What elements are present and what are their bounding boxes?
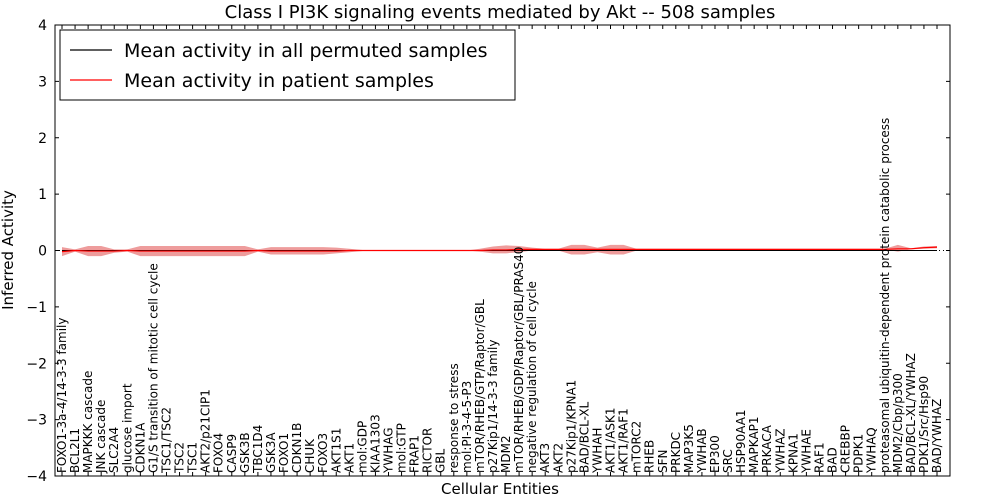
x-entity-label: p27Kip1/KPNA1: [564, 380, 578, 473]
x-entity-label: FOXO4: [212, 433, 226, 473]
x-axis-entity-labels: FOXO1-3a-4/14-3-3 family BCL2L1 MAPKKK cas…: [55, 118, 944, 474]
x-entity-label: AKT2: [551, 443, 565, 473]
x-entity-label: KPNA1: [786, 433, 800, 473]
y-tick-label: 1: [38, 187, 47, 203]
x-entity-label: mol:GDP: [355, 421, 369, 473]
x-entity-label: mol:PI-3-4-5-P3: [460, 381, 474, 473]
x-entity-label: RAF1: [812, 442, 826, 473]
x-entity-label: RICTOR: [421, 428, 435, 473]
x-entity-label: CHUK: [303, 438, 317, 473]
y-tick-label: −4: [26, 469, 47, 485]
x-entity-label: GSK3A: [264, 432, 278, 473]
x-entity-label: CDKN1B: [290, 423, 304, 473]
x-entity-label: TSC1: [186, 442, 200, 474]
x-entity-label: AKT3: [538, 443, 552, 473]
legend-label-patient: Mean activity in patient samples: [124, 70, 434, 92]
x-entity-label: glucose import: [120, 383, 134, 473]
x-entity-label: PDK1/Src/Hsp90: [917, 376, 931, 473]
x-entity-label: MAPKKK cascade: [81, 371, 95, 473]
x-entity-label: TSC1/TSC2: [159, 407, 173, 474]
patient-mean-line: [61, 246, 938, 253]
legend-box: [59, 29, 516, 101]
x-entity-label: PDPK1: [852, 434, 866, 473]
x-entity-label: AKT2/p21CIP1: [199, 389, 213, 473]
x-entity-label: mTOR/RHEB/GDP/Raptor/GBL/PRAS40: [512, 247, 526, 473]
x-entity-label: JNK cascade: [94, 400, 108, 474]
x-entity-label: BAD/BCL-XL/YWHAZ: [904, 353, 918, 473]
x-entity-label: mTORC2: [630, 421, 644, 473]
x-entity-label: MDM2/Cbp/p300: [891, 373, 905, 473]
x-entity-label: FOXO3: [316, 433, 330, 473]
x-entity-label: BAD/YWHAZ: [930, 399, 944, 473]
x-entity-label: BAD/BCL-XL: [577, 401, 591, 473]
x-entity-label: HSP90AA1: [734, 409, 748, 473]
x-entity-label: response to stress: [447, 363, 461, 473]
x-entity-label: MDM2: [499, 435, 513, 473]
x-entity-label: KIAA1303: [368, 414, 382, 473]
plot-frame: [54, 24, 951, 477]
y-tick-label: 2: [38, 131, 47, 147]
x-entity-label: TBC1D4: [251, 425, 265, 474]
x-entity-label: MAPKAP1: [747, 416, 761, 473]
x-entity-label: AKT1/RAF1: [617, 408, 631, 473]
x-entity-label: TSC2: [173, 442, 187, 474]
chart-title: Class I PI3K signaling events mediated b…: [225, 2, 776, 23]
x-entity-label: SFN: [656, 450, 670, 474]
x-entity-label: CREBBP: [839, 425, 853, 473]
x-entity-label: GBL: [434, 448, 448, 473]
x-entity-label: FOXO1: [277, 433, 291, 473]
x-entity-label: YWHAZ: [773, 428, 787, 474]
x-entity-label: negative regulation of cell cycle: [525, 281, 539, 473]
x-entity-label: mTOR/RHEB/GTP/Raptor/GBL: [473, 299, 487, 473]
x-entity-label: AKT1/ASK1: [604, 408, 618, 473]
y-tick-label: −2: [26, 356, 47, 372]
x-entity-label: FRAP1: [408, 435, 422, 473]
x-entity-label: PRKACA: [760, 424, 774, 473]
x-entity-label: p27Kip1/14-3-3 family: [486, 340, 500, 473]
y-tick-label: 3: [38, 74, 47, 90]
x-axis-label: Cellular Entities: [441, 480, 559, 498]
y-tick-label: 4: [38, 18, 47, 34]
x-entity-label: mol:GTP: [395, 423, 409, 473]
legend: Mean activity in all permuted samples Me…: [59, 29, 516, 101]
x-entity-label: FOXO1-3a-4/14-3-3 family: [55, 318, 69, 474]
x-entity-label: EP300: [708, 435, 722, 473]
legend-label-permuted: Mean activity in all permuted samples: [124, 40, 487, 62]
x-axis-ticks: [61, 25, 938, 476]
x-entity-label: CASP9: [225, 434, 239, 473]
x-entity-label: YWHAH: [590, 428, 604, 474]
y-axis-label: Inferred Activity: [0, 190, 17, 310]
x-entity-label: PRKDC: [669, 432, 683, 473]
x-entity-label: BCL2L1: [68, 428, 82, 473]
y-tick-label: −3: [26, 413, 47, 429]
x-entity-label: CDKN1A: [133, 422, 147, 473]
x-entity-label: SRC: [721, 449, 735, 473]
x-entity-label: YWHAG: [381, 427, 395, 474]
x-entity-label: YWHAE: [799, 429, 813, 474]
x-entity-label: RHEB: [643, 440, 657, 473]
x-entity-label: MAP3K5: [682, 424, 696, 473]
x-entity-label: AKT1S1: [329, 428, 343, 473]
y-tick-label: 0: [38, 244, 47, 260]
x-entity-label: YWHAQ: [865, 427, 879, 474]
x-entity-label: BAD: [826, 447, 840, 473]
x-entity-label: SLC2A4: [107, 427, 121, 473]
x-entity-label: AKT1: [342, 443, 356, 473]
y-tick-label: −1: [26, 300, 47, 316]
series-lines: [61, 246, 938, 253]
y-axis-ticks: −4 −3 −2 −1 0 1 2 3 4: [26, 18, 950, 485]
x-entity-label: proteasomal ubiquitin-dependent protein …: [878, 118, 892, 473]
x-entity-label: YWHAB: [695, 428, 709, 474]
x-entity-label: G1/S transition of mitotic cell cycle: [146, 263, 160, 473]
x-entity-label: GSK3B: [238, 432, 252, 473]
